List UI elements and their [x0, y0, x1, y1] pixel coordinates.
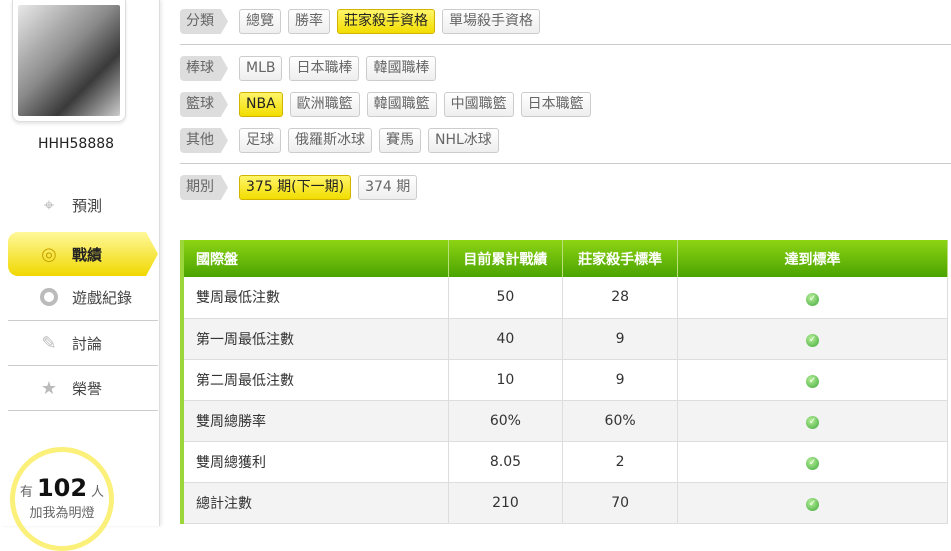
table-cell: 210 — [448, 482, 564, 524]
filter-row: 分類 總覽 勝率 莊家殺手資格 單場殺手資格 — [180, 9, 540, 34]
nav-label: 討論 — [72, 334, 103, 353]
nav-divider — [8, 410, 158, 411]
table-row: 雙周總獲利 8.05 2 ✓ — [182, 441, 949, 483]
nav-item-4[interactable]: ★ 榮譽 — [8, 366, 158, 410]
nav-label: 遊戲紀錄 — [72, 288, 133, 307]
filter-chip[interactable]: 單場殺手資格 — [442, 9, 540, 34]
table-cell: 60% — [562, 400, 678, 442]
filter-chip[interactable]: 韓國職棒 — [366, 56, 437, 81]
filter-chip[interactable]: 375 期(下一期) — [239, 175, 352, 200]
sidebar: HHH58888 ⌖ 預測 ◎ 戰績遊戲紀錄 ✎ 討論 ★ 榮譽 有 102 人 加我為明燈 — [0, 0, 160, 551]
filter-chip[interactable]: 俄羅斯冰球 — [288, 128, 372, 153]
status-cell: ✓ — [677, 400, 949, 442]
table-cell: 雙周最低注數 — [182, 277, 449, 319]
filter-chip[interactable]: 莊家殺手資格 — [337, 9, 435, 34]
nav-divider — [8, 320, 158, 321]
table-cell: 雙周總勝率 — [182, 400, 449, 442]
table-cell: 28 — [562, 277, 678, 319]
divider — [180, 163, 951, 164]
table-cell: 70 — [562, 482, 678, 524]
table-cell: 9 — [562, 359, 678, 401]
divider — [180, 44, 951, 45]
ring-icon — [38, 286, 60, 308]
table-cell: 9 — [562, 318, 678, 360]
column-header: 莊家殺手標準 — [562, 240, 678, 277]
filter-row: 其他 足球 俄羅斯冰球 賽馬 NHL冰球 — [180, 128, 499, 153]
filter-chip[interactable]: MLB — [239, 56, 283, 81]
filter-chip[interactable]: 足球 — [239, 128, 281, 153]
column-header: 達到標準 — [677, 240, 949, 277]
check-circle-icon: ✓ — [805, 334, 819, 347]
qualification-table: 國際盤 目前累計戰績 莊家殺手標準 達到標準 雙周最低注數 50 28 ✓ 第一周最低注數 40… — [180, 240, 949, 524]
filter-chip[interactable]: NHL冰球 — [428, 128, 499, 153]
table-cell: 10 — [448, 359, 564, 401]
nav-label: 預測 — [72, 196, 103, 215]
filter-chip[interactable]: NBA — [239, 92, 283, 117]
target-icon: ◎ — [41, 243, 57, 265]
filter-row: 棒球 MLB 日本職棒 韓國職棒 — [180, 56, 437, 81]
filter-label: 分類 — [180, 9, 228, 34]
check-circle-icon: ✓ — [805, 457, 819, 470]
table-cell: 60% — [448, 400, 564, 442]
table-cell: 8.05 — [448, 441, 564, 483]
status-cell: ✓ — [677, 482, 949, 524]
table-cell: 2 — [562, 441, 678, 483]
avatar[interactable] — [12, 0, 126, 122]
filter-row: 籃球 NBA 歐洲職籃 韓國職籃 中國職籃 日本職籃 — [180, 92, 591, 117]
check-circle-icon: ✓ — [805, 416, 819, 429]
table-row: 第二周最低注數 10 9 ✓ — [182, 359, 949, 401]
filter-chip[interactable]: 中國職籃 — [443, 92, 514, 117]
table-cell: 50 — [448, 277, 564, 319]
check-circle-icon: ✓ — [805, 292, 819, 306]
table-cell: 總計注數 — [182, 482, 449, 524]
status-cell: ✓ — [677, 277, 949, 319]
fans-suffix: 人 — [91, 485, 105, 500]
filter-chip[interactable]: 歐洲職籃 — [289, 92, 360, 117]
table-row: 雙周最低注數 50 28 ✓ — [182, 277, 949, 319]
nav-label: 戰績 — [72, 245, 103, 264]
nav-label: 榮譽 — [72, 379, 103, 398]
check-circle-icon: ✓ — [805, 498, 819, 511]
status-cell: ✓ — [677, 441, 949, 483]
nav-item-0[interactable]: ⌖ 預測 — [8, 183, 158, 227]
status-cell: ✓ — [677, 318, 949, 360]
table-cell: 雙周總獲利 — [182, 441, 449, 483]
filter-chip[interactable]: 日本職籃 — [520, 92, 591, 117]
filter-row: 期別 375 期(下一期) 374 期 — [180, 175, 418, 200]
nav-item-2[interactable]: 遊戲紀錄 — [8, 275, 158, 319]
filter-chip[interactable]: 374 期 — [358, 175, 418, 200]
filter-chip[interactable]: 韓國職籃 — [366, 92, 437, 117]
table-row: 雙周總勝率 60% 60% ✓ — [182, 400, 949, 442]
filter-label: 籃球 — [180, 92, 228, 117]
table-row: 第一周最低注數 40 9 ✓ — [182, 318, 949, 360]
filter-label: 棒球 — [180, 56, 228, 81]
avatar-image — [18, 5, 120, 116]
filter-chip[interactable]: 總覽 — [239, 9, 281, 34]
filter-chip[interactable]: 勝率 — [288, 9, 330, 34]
nav-divider — [8, 365, 158, 366]
table-cell: 40 — [448, 318, 564, 360]
nav-item-1[interactable]: ◎ 戰績 — [8, 232, 158, 276]
username: HHH58888 — [37, 136, 115, 152]
check-circle-icon: ✓ — [805, 375, 819, 388]
nav-item-3[interactable]: ✎ 討論 — [8, 321, 158, 365]
fans-prefix: 有 — [19, 485, 33, 500]
column-header: 國際盤 — [182, 240, 449, 277]
fans-badge[interactable]: 有 102 人 加我為明燈 — [10, 447, 114, 551]
crosshair-icon: ⌖ — [43, 194, 55, 216]
table-cell: 第一周最低注數 — [182, 318, 449, 360]
filter-label: 期別 — [180, 175, 228, 200]
filter-chip[interactable]: 日本職棒 — [289, 56, 360, 81]
fans-caption: 加我為明燈 — [29, 506, 95, 521]
chat-edit-icon: ✎ — [41, 332, 57, 354]
filter-chip[interactable]: 賽馬 — [379, 128, 421, 153]
table-row: 總計注數 210 70 ✓ — [182, 482, 949, 524]
column-header: 目前累計戰績 — [448, 240, 564, 277]
table-cell: 第二周最低注數 — [182, 359, 449, 401]
medal-icon: ★ — [40, 377, 58, 399]
status-cell: ✓ — [677, 359, 949, 401]
fans-count: 102 — [36, 474, 88, 502]
filter-label: 其他 — [180, 128, 228, 153]
